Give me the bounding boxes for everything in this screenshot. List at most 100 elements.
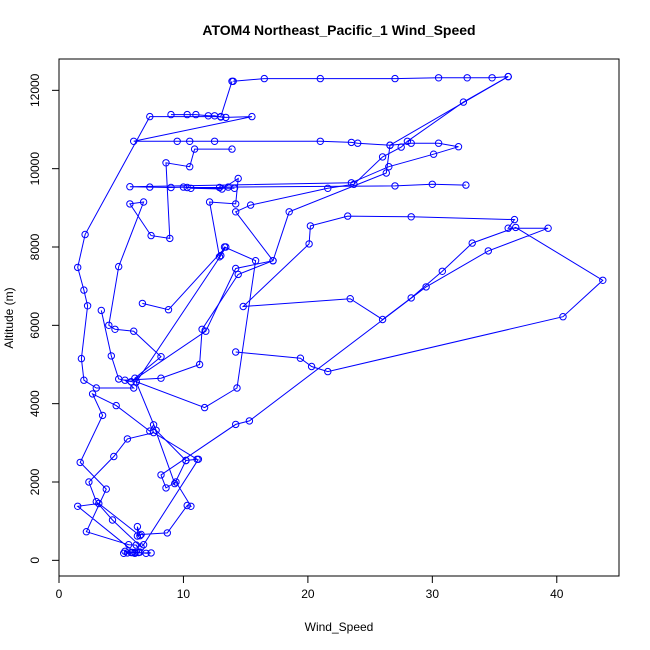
data-point (111, 325, 119, 333)
data-point (149, 428, 158, 437)
data-point (107, 352, 116, 360)
data-point (98, 411, 107, 420)
data-point (462, 181, 470, 189)
data-point (133, 532, 142, 540)
y-tick-label: 2000 (28, 468, 42, 495)
data-point (77, 354, 86, 363)
data-point (183, 501, 191, 510)
data-point (217, 113, 225, 121)
data-point (130, 327, 138, 335)
data-point (324, 367, 332, 376)
data-point (246, 201, 255, 209)
data-point (391, 182, 399, 190)
data-point (459, 98, 468, 106)
data-point (544, 224, 552, 232)
data-point (183, 110, 191, 119)
x-tick-label: 0 (56, 587, 63, 601)
data-point (239, 302, 247, 311)
data-point (468, 239, 476, 247)
x-axis: 0 10 20 30 40 (56, 575, 564, 601)
data-point (316, 137, 324, 146)
data-point (164, 306, 173, 314)
data-point (285, 208, 293, 216)
x-axis-label: Wind_Speed (305, 620, 374, 634)
data-point (228, 145, 236, 153)
data-point (112, 401, 120, 410)
data-point (386, 141, 394, 149)
data-point (88, 390, 97, 398)
y-tick-label: 12000 (28, 73, 42, 107)
data-point (230, 184, 239, 193)
data-point (407, 213, 415, 221)
data-point (382, 169, 390, 177)
data-point (200, 403, 209, 412)
data-point (599, 276, 607, 284)
data-point (137, 543, 145, 551)
data-point (108, 516, 117, 524)
data-point (157, 374, 165, 382)
data-point (347, 179, 356, 187)
data-point (316, 74, 324, 83)
data-point (146, 183, 154, 191)
data-point (245, 417, 254, 425)
data-point (146, 112, 154, 121)
series-line (135, 246, 227, 461)
data-point (83, 302, 92, 310)
data-point (434, 139, 443, 147)
data-point (190, 145, 199, 153)
data-point (130, 137, 138, 146)
data-point (194, 455, 203, 463)
y-axis: 0 2000 4000 6000 8000 10000 12000 (28, 73, 60, 564)
data-point (126, 183, 134, 191)
data-point (179, 183, 188, 191)
data-point (488, 74, 496, 82)
data-point (510, 215, 519, 224)
series-2 (126, 110, 470, 192)
data-point (162, 159, 170, 167)
data-point (428, 180, 436, 189)
data-point (80, 286, 88, 294)
y-tick-label: 10000 (28, 152, 42, 186)
data-point (195, 360, 204, 369)
data-point (183, 183, 191, 192)
data-point (422, 283, 430, 291)
y-axis-label: Altitude (m) (2, 287, 16, 348)
data-point (97, 306, 106, 315)
data-point (187, 502, 195, 510)
data-point (173, 137, 181, 146)
data-point (248, 112, 256, 121)
data-point (132, 378, 140, 386)
data-point (128, 548, 137, 557)
x-tick-label: 10 (177, 587, 191, 601)
data-point (172, 478, 180, 486)
data-series (74, 72, 607, 557)
data-point (137, 530, 145, 539)
data-point (512, 223, 520, 232)
data-point (354, 139, 362, 147)
x-tick-label: 40 (550, 587, 564, 601)
data-point (74, 263, 82, 272)
data-point (217, 251, 225, 260)
data-point (147, 231, 155, 240)
data-point (438, 267, 446, 275)
series-6 (132, 243, 230, 465)
data-point (228, 77, 236, 86)
y-tick-label: 4000 (28, 390, 42, 417)
data-point (218, 185, 226, 193)
data-point (305, 240, 313, 248)
y-tick-label: 0 (28, 557, 42, 564)
data-point (434, 74, 443, 82)
data-point (232, 200, 240, 208)
data-point (167, 183, 175, 192)
data-point (139, 198, 148, 206)
data-point (92, 384, 101, 392)
data-point (167, 110, 175, 119)
data-point (115, 375, 123, 383)
data-point (126, 200, 134, 208)
data-point (232, 208, 240, 216)
data-point (110, 452, 118, 461)
data-point (152, 426, 160, 434)
y-tick-label: 8000 (28, 233, 42, 260)
data-point (391, 74, 399, 83)
data-point (136, 532, 144, 540)
